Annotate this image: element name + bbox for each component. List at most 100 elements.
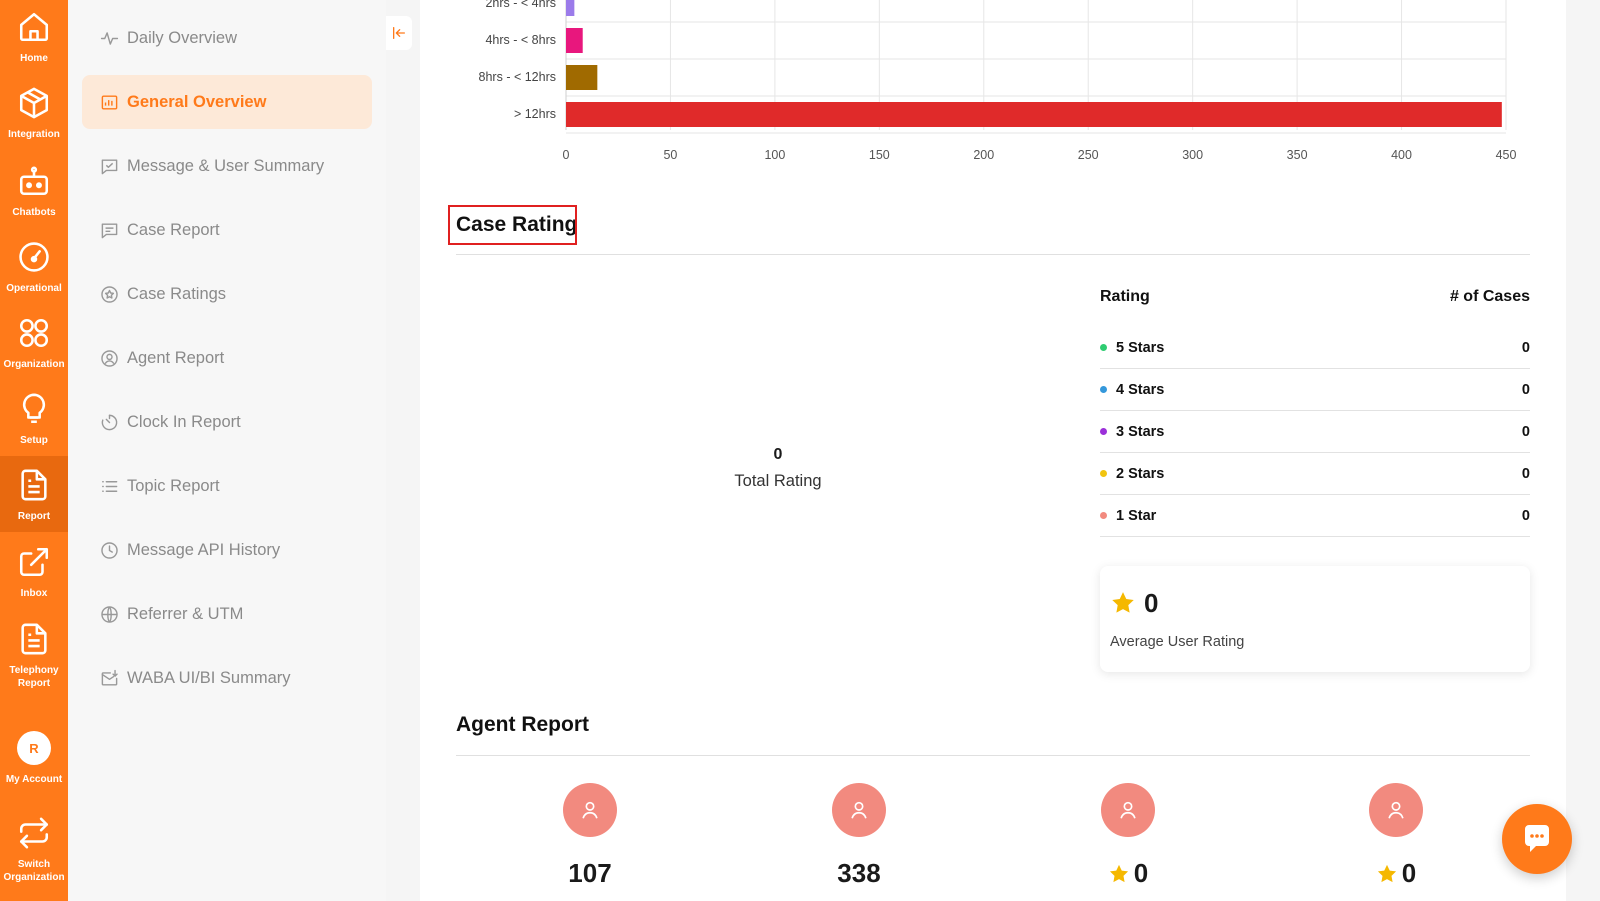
rail-item-organization[interactable]: Organization: [0, 316, 68, 371]
subnav-label: Clock In Report: [127, 412, 241, 431]
rating-label: 4 Stars: [1116, 381, 1165, 398]
subnav-item-case-ratings[interactable]: Case Ratings: [82, 267, 372, 321]
document-icon: [21, 469, 47, 501]
user-icon: [582, 801, 598, 819]
chart-bar[interactable]: [566, 28, 583, 53]
lightbulb-icon: [22, 393, 46, 424]
chart-plot-area: [565, 0, 1507, 134]
subnav-item-message-user-summary[interactable]: Message & User Summary: [82, 139, 372, 193]
gauge-icon: [19, 242, 49, 272]
rating-count: 0: [1521, 423, 1530, 440]
legend-dot: [1100, 344, 1107, 351]
subnav-item-case-report[interactable]: Case Report: [82, 203, 372, 257]
rail-item-setup[interactable]: Setup: [0, 392, 68, 447]
highlight-box: [448, 205, 577, 245]
subnav-item-referrer-utm[interactable]: Referrer & UTM: [82, 587, 372, 641]
rating-row-1-star: 1 Star 0: [1100, 495, 1530, 537]
chart-category-label: 2hrs - < 4hrs: [485, 0, 556, 10]
subnav-item-waba-summary[interactable]: WABA UI/BI Summary: [82, 651, 372, 705]
rail-item-my-account[interactable]: R My Account: [0, 731, 68, 786]
rail-item-switch-organization[interactable]: Switch Organization: [0, 816, 68, 884]
globe-icon: [101, 605, 118, 623]
switch-icon: [19, 817, 49, 849]
rail-item-telephony-report[interactable]: Telephony Report: [0, 622, 68, 690]
legend-dot: [1100, 470, 1107, 477]
robot-icon: [19, 166, 49, 196]
subnav-item-general-overview[interactable]: General Overview: [82, 75, 372, 129]
rating-count: 0: [1521, 507, 1530, 524]
rail-label: My Account: [5, 774, 63, 785]
rating-count: 0: [1521, 381, 1530, 398]
star-icon: [1377, 864, 1396, 882]
rail-item-chatbots[interactable]: Chatbots: [0, 164, 68, 219]
chart-tick-label: 350: [1286, 148, 1308, 162]
rail-item-home[interactable]: Home: [0, 10, 68, 65]
rail-label: Chatbots: [12, 207, 56, 218]
subnav-label: Message API History: [127, 540, 281, 559]
total-rating-value: 0: [773, 446, 783, 463]
avatar: R: [17, 731, 51, 765]
chart-tick-label: 100: [764, 148, 786, 162]
collapse-sidebar-button[interactable]: [386, 16, 412, 50]
star-icon: [1112, 592, 1134, 613]
subnav-label: Case Report: [127, 220, 220, 239]
rail-label: Switch Organization: [3, 859, 65, 883]
mail-download-icon: [101, 669, 118, 686]
chart-bar[interactable]: [566, 65, 598, 90]
rail-label: Integration: [8, 129, 60, 140]
subnav-item-message-api-history[interactable]: Message API History: [82, 523, 372, 577]
chart-category-label: 8hrs - < 12hrs: [478, 69, 556, 84]
collapse-left-icon: [393, 27, 405, 39]
rail-label: Home: [20, 53, 48, 64]
rail-label: Inbox: [20, 588, 48, 599]
subnav-item-daily-overview[interactable]: Daily Overview: [82, 11, 372, 65]
chat-bubble-icon: [1525, 825, 1549, 852]
divider: [456, 755, 1530, 756]
chart-bar[interactable]: [566, 102, 1502, 127]
star-icon: [1109, 864, 1128, 882]
grid-circles-icon: [19, 318, 49, 348]
rating-row-4-stars: 4 Stars 0: [1100, 369, 1530, 411]
cases-column-header: # of Cases: [1449, 288, 1530, 305]
rail-item-inbox[interactable]: Inbox: [0, 545, 68, 600]
chart-tick-label: 300: [1182, 148, 1204, 162]
average-rating-card: 0 Average User Rating: [1100, 566, 1530, 672]
rating-count: 0: [1521, 465, 1530, 482]
chart-bar[interactable]: [566, 0, 575, 16]
rating-row-2-stars: 2 Stars 0: [1100, 453, 1530, 495]
chart-category-label: > 12hrs: [513, 106, 556, 121]
subnav-label: WABA UI/BI Summary: [127, 668, 291, 687]
subnav-item-clock-in-report[interactable]: Clock In Report: [82, 395, 372, 449]
star-circle-icon: [101, 285, 118, 303]
subnav-label: Topic Report: [127, 476, 220, 495]
subnav-item-agent-report[interactable]: Agent Report: [82, 331, 372, 385]
rail-label: Report: [17, 511, 51, 522]
list-icon: [102, 480, 118, 492]
rail-item-operational[interactable]: Operational: [0, 240, 68, 295]
chart-tick-label: 50: [663, 148, 678, 162]
rating-column-header: Rating: [1100, 288, 1150, 305]
main-content: 2hrs - < 4hrs 4hrs - < 8hrs 8hrs - < 12hrs…: [420, 0, 1566, 901]
agent-stat-number: 107: [568, 858, 612, 888]
message-check-icon: [101, 158, 118, 174]
agent-report-title: Agent Report: [456, 713, 589, 736]
chart-tick-label: 450: [1495, 148, 1517, 162]
clock-icon: [101, 541, 118, 559]
rail-item-report[interactable]: Report: [0, 456, 68, 532]
pulse-icon: [100, 31, 119, 45]
rating-row-5-stars: 5 Stars 0: [1100, 327, 1530, 369]
rating-label: 1 Star: [1116, 507, 1157, 524]
chat-button[interactable]: [1502, 804, 1572, 874]
rail-item-integration[interactable]: Integration: [0, 86, 68, 141]
rail-label: Organization: [3, 359, 65, 370]
chart-tick-label: 400: [1391, 148, 1412, 162]
subnav-label: General Overview: [127, 92, 267, 111]
subnav-item-topic-report[interactable]: Topic Report: [82, 459, 372, 513]
rating-label: 3 Stars: [1116, 423, 1165, 440]
chart-tick-label: 150: [868, 148, 890, 162]
legend-dot: [1100, 386, 1107, 393]
agent-stat-avatar: [1369, 783, 1423, 837]
external-link-icon: [19, 547, 49, 577]
rail-label: Setup: [20, 435, 48, 446]
